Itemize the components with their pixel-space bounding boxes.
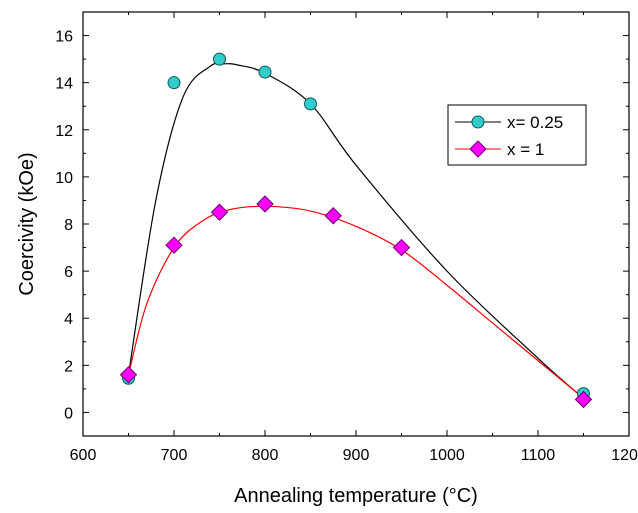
data-point-series-2 <box>119 366 138 384</box>
legend-box <box>447 104 587 166</box>
data-point-series-2 <box>210 203 229 221</box>
data-markers <box>119 52 593 409</box>
x-tick-label: 600 <box>70 447 97 464</box>
data-point-series-1 <box>258 65 272 79</box>
y-tick-label: 8 <box>64 217 73 234</box>
y-tick-label: 16 <box>55 29 73 46</box>
y-tick-label: 0 <box>64 405 73 422</box>
y-tick-label: 14 <box>55 76 73 93</box>
fit-line-series-1 <box>127 62 584 399</box>
fit-line-series-2 <box>127 205 584 399</box>
y-tick-label: 10 <box>55 170 73 187</box>
plot-frame <box>82 11 630 437</box>
y-tick-label: 4 <box>64 311 73 328</box>
legend-marker-series-2 <box>469 140 487 158</box>
data-point-series-2 <box>165 236 183 254</box>
legend-marker-series-1 <box>471 115 485 129</box>
data-point-series-2 <box>256 195 274 213</box>
x-tick-label: 1100 <box>521 447 556 464</box>
x-axis-title: Annealing temperature (°C) <box>234 485 478 507</box>
x-tick-label: 1000 <box>429 447 465 464</box>
y-axis: 0 2 4 6 8 10 12 14 16 <box>55 11 629 437</box>
y-tick-label: 6 <box>64 264 73 281</box>
x-tick-label: 800 <box>252 447 279 464</box>
x-tick-label: 900 <box>343 447 370 464</box>
legend-label-series-2: x = 1 <box>507 140 544 159</box>
y-axis-title: Coercivity (kOe) <box>16 152 38 295</box>
data-point-series-2 <box>392 238 411 257</box>
legend: x= 0.25 x = 1 <box>447 104 587 166</box>
data-point-series-1 <box>213 52 226 66</box>
data-point-series-2 <box>324 207 342 225</box>
legend-label-series-1: x= 0.25 <box>507 113 563 132</box>
data-point-series-1 <box>304 97 317 111</box>
y-tick-label: 12 <box>55 123 73 140</box>
x-tick-label: 700 <box>161 447 188 464</box>
y-tick-label: 2 <box>64 358 73 375</box>
data-point-series-2 <box>574 390 593 409</box>
data-point-series-1 <box>167 76 181 90</box>
